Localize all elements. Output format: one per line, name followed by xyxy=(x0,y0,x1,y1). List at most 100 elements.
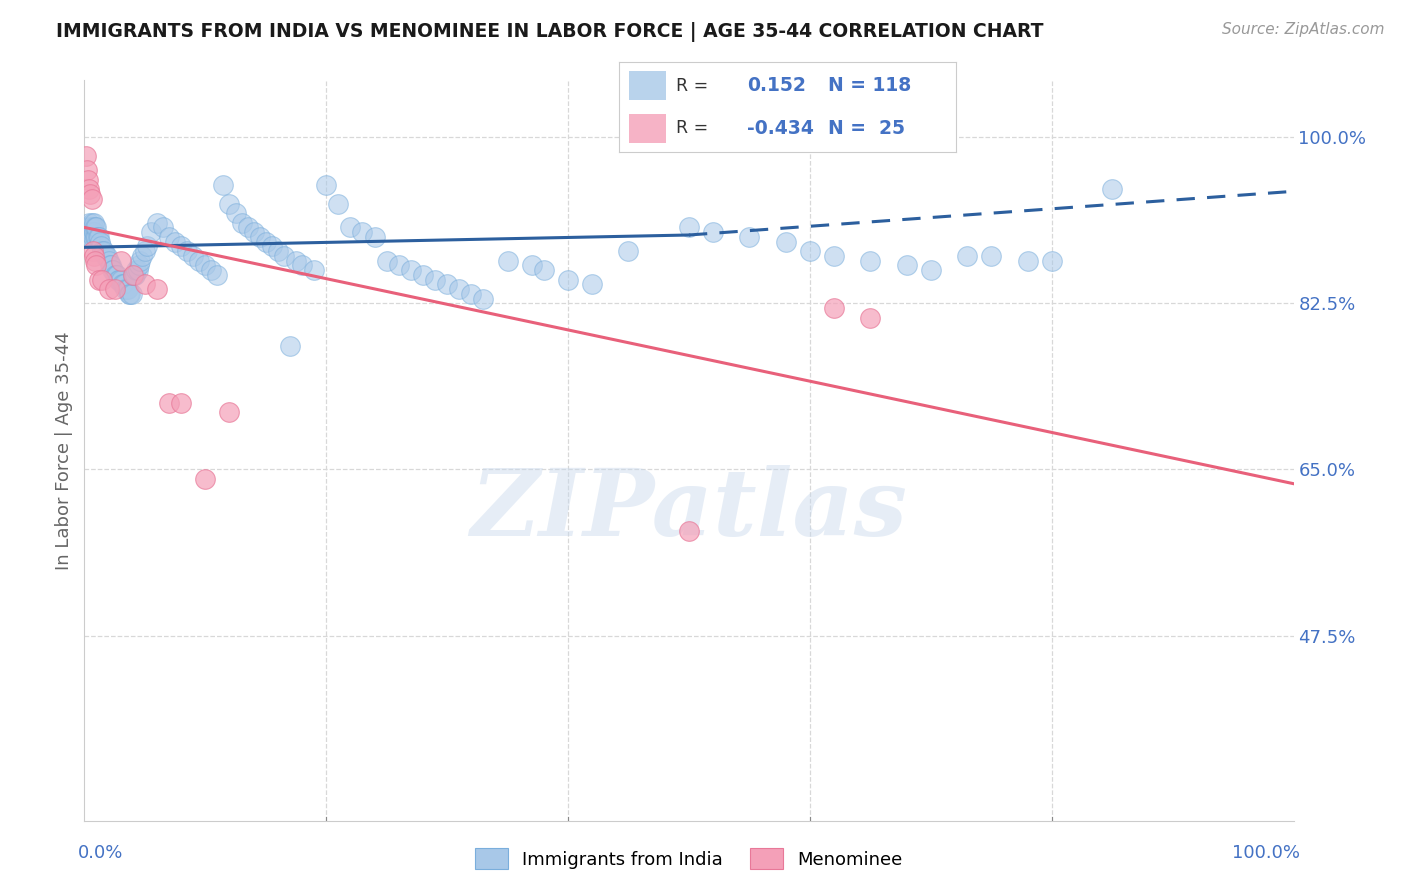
Point xyxy=(436,277,458,292)
Text: Source: ZipAtlas.com: Source: ZipAtlas.com xyxy=(1222,22,1385,37)
Point xyxy=(75,230,97,244)
Point xyxy=(79,230,101,244)
Point xyxy=(1017,253,1039,268)
Point xyxy=(79,220,101,235)
Point xyxy=(260,239,283,253)
Point xyxy=(83,225,105,239)
Point xyxy=(278,339,301,353)
Point xyxy=(86,220,108,235)
Point xyxy=(101,263,124,277)
Point xyxy=(117,282,139,296)
Point xyxy=(125,263,148,277)
Point xyxy=(188,253,211,268)
Point xyxy=(859,253,882,268)
Point xyxy=(472,292,495,306)
Point xyxy=(94,249,117,263)
Point xyxy=(131,249,153,263)
Point xyxy=(121,268,143,282)
Point xyxy=(134,244,156,259)
Point xyxy=(120,286,142,301)
Point xyxy=(375,253,398,268)
Point xyxy=(302,263,325,277)
Point xyxy=(94,249,117,263)
Point xyxy=(87,272,110,286)
Point xyxy=(236,220,259,235)
Point xyxy=(77,220,100,235)
Point xyxy=(86,259,108,273)
Text: R =: R = xyxy=(676,120,709,137)
Point xyxy=(110,253,132,268)
Point xyxy=(111,277,134,292)
Text: ZIPatlas: ZIPatlas xyxy=(471,465,907,555)
Point xyxy=(97,253,120,268)
Point xyxy=(146,216,169,230)
Point xyxy=(146,282,169,296)
Point xyxy=(702,225,724,239)
Point xyxy=(291,259,314,273)
Point xyxy=(581,277,603,292)
Point xyxy=(128,259,150,273)
Point xyxy=(86,230,108,244)
Point xyxy=(80,192,103,206)
Point xyxy=(460,286,482,301)
Point xyxy=(105,268,128,282)
Point xyxy=(157,230,180,244)
Point xyxy=(200,263,222,277)
Point xyxy=(80,216,103,230)
Point xyxy=(83,216,105,230)
Point xyxy=(775,235,797,249)
Point xyxy=(859,310,882,325)
Point xyxy=(77,182,100,196)
Point xyxy=(136,239,159,253)
Point xyxy=(678,220,700,235)
Point xyxy=(799,244,821,259)
Point xyxy=(920,263,942,277)
Point xyxy=(218,405,240,419)
Text: IMMIGRANTS FROM INDIA VS MENOMINEE IN LABOR FORCE | AGE 35-44 CORRELATION CHART: IMMIGRANTS FROM INDIA VS MENOMINEE IN LA… xyxy=(56,22,1043,42)
Point xyxy=(86,230,108,244)
Point xyxy=(84,220,107,235)
Point xyxy=(956,249,979,263)
Point xyxy=(533,263,555,277)
Y-axis label: In Labor Force | Age 35-44: In Labor Force | Age 35-44 xyxy=(55,331,73,570)
Text: 0.0%: 0.0% xyxy=(79,845,124,863)
Point xyxy=(91,272,114,286)
Point xyxy=(176,244,198,259)
Point xyxy=(617,244,640,259)
Point xyxy=(399,263,422,277)
Point xyxy=(423,272,446,286)
Point xyxy=(231,216,253,230)
Point xyxy=(181,249,204,263)
Point xyxy=(165,235,187,249)
Point xyxy=(678,524,700,538)
Text: N =  25: N = 25 xyxy=(828,119,905,138)
Point xyxy=(134,277,156,292)
Point xyxy=(412,268,434,282)
Point xyxy=(103,263,125,277)
Point xyxy=(82,244,104,259)
Point xyxy=(118,286,141,301)
Point xyxy=(284,253,308,268)
Point xyxy=(104,268,127,282)
Point xyxy=(388,259,411,273)
Point xyxy=(77,230,100,244)
Point xyxy=(98,259,121,273)
Point xyxy=(449,282,471,296)
Text: 100.0%: 100.0% xyxy=(1232,845,1299,863)
Point xyxy=(896,259,918,273)
Point xyxy=(84,230,107,244)
Text: R =: R = xyxy=(676,77,709,95)
Bar xyxy=(628,114,666,143)
Point xyxy=(110,272,132,286)
Point xyxy=(127,263,149,277)
Point xyxy=(225,206,247,220)
Point xyxy=(242,225,264,239)
Point xyxy=(152,220,174,235)
Point xyxy=(76,225,98,239)
Point xyxy=(557,272,579,286)
Point xyxy=(212,178,235,192)
Point xyxy=(194,472,217,486)
Point xyxy=(496,253,519,268)
Point xyxy=(97,282,120,296)
Point xyxy=(129,253,152,268)
